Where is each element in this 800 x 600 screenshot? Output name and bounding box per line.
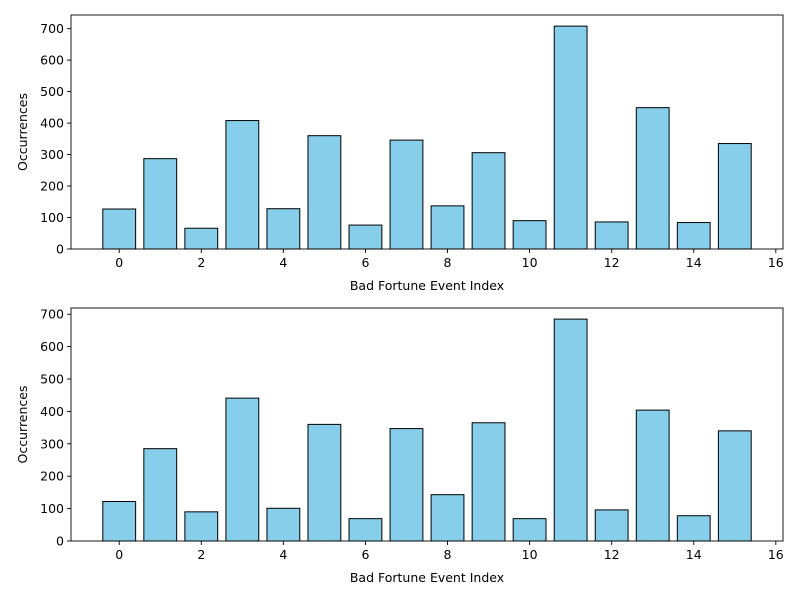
bar-6 bbox=[348, 224, 383, 250]
x-axis-label: Bad Fortune Event Index bbox=[350, 570, 504, 585]
y-tick-label: 0 bbox=[56, 534, 64, 549]
bar-3 bbox=[225, 397, 260, 542]
y-tick-label: 700 bbox=[40, 307, 64, 322]
bar-14 bbox=[676, 222, 711, 250]
y-tick-label: 600 bbox=[40, 53, 64, 68]
x-tick-label: 14 bbox=[686, 547, 702, 562]
bar-9 bbox=[471, 422, 506, 542]
bar-5 bbox=[307, 423, 342, 542]
y-tick-label: 300 bbox=[40, 147, 64, 162]
x-tick-label: 16 bbox=[768, 547, 784, 562]
plot-frame bbox=[70, 14, 784, 250]
bar-1 bbox=[143, 158, 178, 250]
x-axis-label: Bad Fortune Event Index bbox=[350, 278, 504, 293]
x-tick-label: 6 bbox=[361, 547, 369, 562]
bar-12 bbox=[594, 509, 629, 542]
bar-10 bbox=[512, 220, 547, 250]
x-tick-label: 0 bbox=[115, 255, 123, 270]
x-tick-label: 10 bbox=[522, 547, 538, 562]
y-tick-label: 700 bbox=[40, 21, 64, 36]
x-tick-label: 0 bbox=[115, 547, 123, 562]
plot-frame bbox=[70, 307, 784, 542]
bar-14 bbox=[676, 515, 711, 542]
y-tick-label: 300 bbox=[40, 436, 64, 451]
x-tick-label: 2 bbox=[197, 255, 205, 270]
x-tick-label: 8 bbox=[444, 547, 452, 562]
y-tick-label: 200 bbox=[40, 179, 64, 194]
bar-15 bbox=[717, 430, 752, 542]
bar-13 bbox=[635, 107, 670, 250]
bar-7 bbox=[389, 139, 424, 250]
bar-1 bbox=[143, 448, 178, 542]
y-axis-label: Occurrences bbox=[15, 386, 30, 464]
bar-0 bbox=[102, 208, 137, 250]
bar-7 bbox=[389, 428, 424, 542]
x-tick-label: 12 bbox=[604, 255, 620, 270]
bar-10 bbox=[512, 518, 547, 542]
y-tick-label: 200 bbox=[40, 469, 64, 484]
bar-15 bbox=[717, 143, 752, 250]
y-tick-label: 500 bbox=[40, 84, 64, 99]
x-tick-label: 2 bbox=[197, 547, 205, 562]
y-tick-label: 100 bbox=[40, 210, 64, 225]
bar-4 bbox=[266, 208, 301, 250]
x-tick-label: 16 bbox=[768, 255, 784, 270]
chart-1: 0 2 4 6 8 10 12 14 16 0 100 200 300 400 500 600 700 Bad F… bbox=[15, 14, 784, 293]
bar-8 bbox=[430, 205, 465, 250]
x-tick-label: 4 bbox=[279, 255, 287, 270]
x-tick-label: 14 bbox=[686, 255, 702, 270]
bar-0 bbox=[102, 500, 137, 542]
chart-2: 0 2 4 6 8 10 12 14 16 0 100 200 300 400 500 600 700 Bad F… bbox=[15, 307, 784, 585]
bar-4 bbox=[266, 507, 301, 542]
bar-3 bbox=[225, 120, 260, 250]
y-tick-label: 500 bbox=[40, 372, 64, 387]
bar-2 bbox=[184, 227, 219, 250]
y-tick-label: 0 bbox=[56, 242, 64, 257]
bar-9 bbox=[471, 152, 506, 250]
x-tick-label: 8 bbox=[444, 255, 452, 270]
bar-6 bbox=[348, 518, 383, 542]
bar-8 bbox=[430, 494, 465, 542]
bar-5 bbox=[307, 135, 342, 250]
y-axis-label: Occurrences bbox=[15, 93, 30, 171]
x-tick-label: 6 bbox=[361, 255, 369, 270]
x-tick-label: 4 bbox=[279, 547, 287, 562]
bar-13 bbox=[635, 409, 670, 542]
y-tick-label: 400 bbox=[40, 116, 64, 131]
x-tick-label: 12 bbox=[604, 547, 620, 562]
y-tick-label: 600 bbox=[40, 339, 64, 354]
bar-11 bbox=[553, 318, 588, 542]
bar-2 bbox=[184, 511, 219, 542]
y-tick-label: 100 bbox=[40, 501, 64, 516]
x-tick-label: 10 bbox=[522, 255, 538, 270]
bar-11 bbox=[553, 25, 588, 250]
y-tick-label: 400 bbox=[40, 404, 64, 419]
bar-12 bbox=[594, 221, 629, 250]
